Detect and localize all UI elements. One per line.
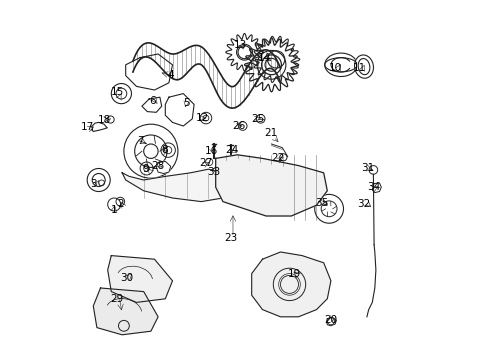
Polygon shape <box>156 161 170 174</box>
Text: 29: 29 <box>110 294 123 304</box>
Text: 32: 32 <box>357 199 370 210</box>
Text: 30: 30 <box>120 273 133 283</box>
Text: 15: 15 <box>111 87 124 97</box>
Text: 26: 26 <box>232 121 245 131</box>
Text: 12: 12 <box>195 113 208 123</box>
Text: 7: 7 <box>137 136 143 146</box>
Text: 9: 9 <box>142 164 148 174</box>
Polygon shape <box>93 288 158 335</box>
Text: 21: 21 <box>263 128 277 138</box>
Text: 27: 27 <box>199 158 212 168</box>
Text: 11: 11 <box>352 63 366 73</box>
Text: 17: 17 <box>81 122 94 132</box>
Polygon shape <box>122 169 230 202</box>
Text: 3: 3 <box>90 179 97 189</box>
Text: 23: 23 <box>224 233 237 243</box>
Polygon shape <box>371 183 381 193</box>
Polygon shape <box>107 256 172 302</box>
Text: 8: 8 <box>161 145 167 156</box>
Text: 14: 14 <box>257 53 270 63</box>
Text: 13: 13 <box>233 40 246 50</box>
Text: 31: 31 <box>360 163 373 174</box>
Text: 18: 18 <box>98 114 111 125</box>
Text: 28: 28 <box>151 161 164 171</box>
Polygon shape <box>251 252 330 317</box>
Text: 6: 6 <box>149 96 156 106</box>
Text: 16: 16 <box>204 146 218 156</box>
Text: 5: 5 <box>183 98 189 108</box>
Text: 4: 4 <box>167 69 174 80</box>
Polygon shape <box>215 155 326 216</box>
Text: 2: 2 <box>117 199 123 210</box>
Text: 25: 25 <box>251 114 264 124</box>
Text: 35: 35 <box>315 198 328 208</box>
Text: 24: 24 <box>225 145 238 156</box>
Text: 1: 1 <box>111 204 117 215</box>
Text: 34: 34 <box>366 182 379 192</box>
Text: 19: 19 <box>287 269 300 279</box>
Text: 10: 10 <box>328 63 341 73</box>
Text: 33: 33 <box>207 167 220 177</box>
Text: 22: 22 <box>270 153 284 163</box>
Text: 20: 20 <box>324 315 337 325</box>
